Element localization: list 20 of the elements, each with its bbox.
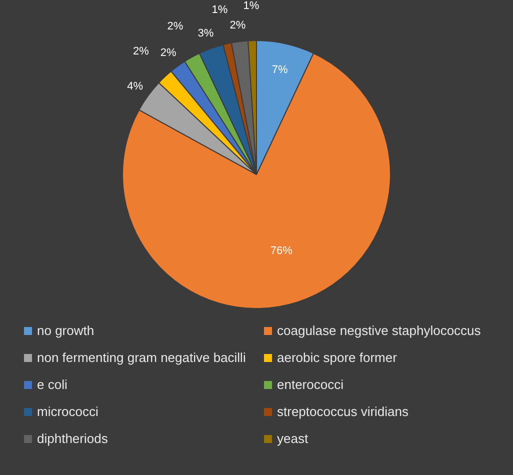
data-label: 3%	[198, 27, 214, 40]
data-label: 2%	[160, 47, 176, 60]
data-label: 76%	[270, 244, 293, 257]
legend-label: e coli	[37, 377, 68, 392]
data-label: 2%	[167, 20, 184, 33]
data-label: 7%	[272, 64, 288, 76]
data-label: 1%	[212, 4, 228, 16]
legend-label: coagulase negstive staphylococcus	[277, 323, 481, 338]
legend-label: yeast	[277, 431, 308, 446]
legend-label: enterococci	[277, 377, 344, 392]
legend-label: diphtheriods	[37, 431, 108, 446]
legend-label: micrococci	[37, 404, 98, 419]
legend-label: aerobic spore former	[277, 350, 397, 365]
legend-label: streptococcus viridians	[277, 404, 408, 419]
data-label: 1%	[243, 0, 260, 12]
legend-label: no growth	[37, 323, 94, 338]
legend-label: non fermenting gram negative bacilli	[37, 350, 246, 365]
data-label: 2%	[230, 20, 246, 32]
data-label: 2%	[132, 45, 150, 58]
data-label: 4%	[127, 80, 144, 92]
